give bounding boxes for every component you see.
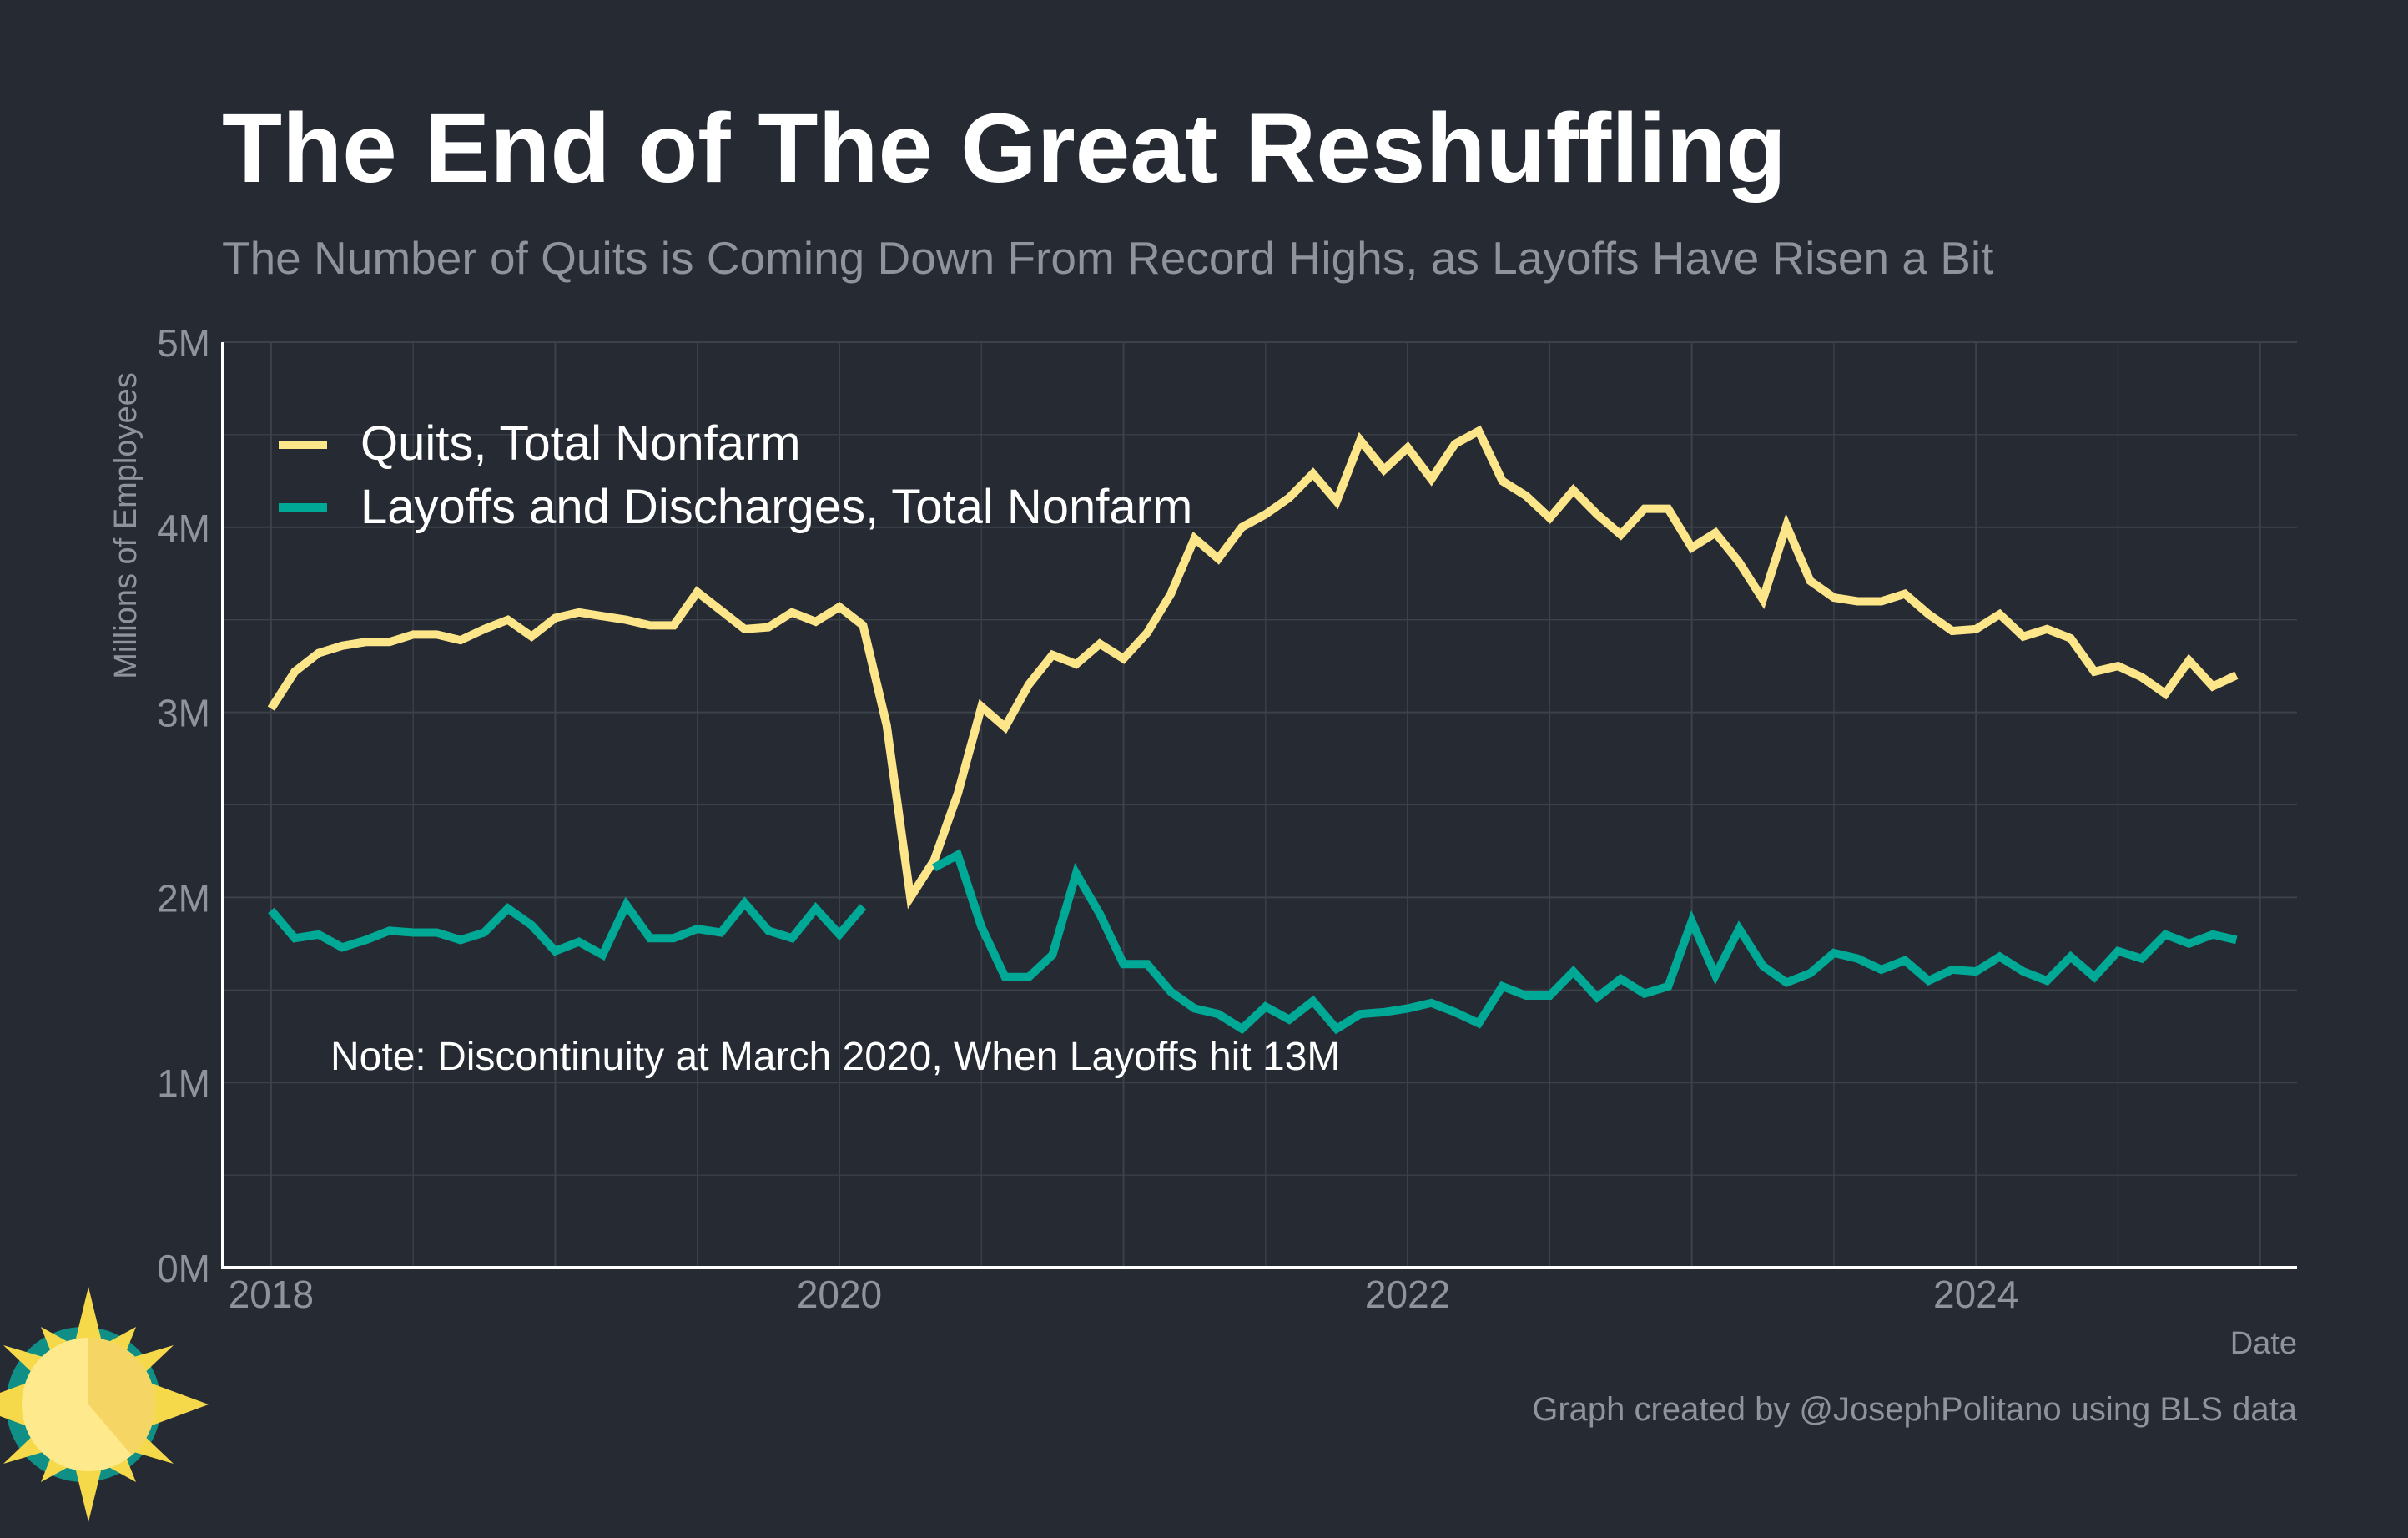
- chart-caption: Graph created by @JosephPolitano using B…: [1532, 1391, 2297, 1428]
- chart-subtitle: The Number of Quits is Coming Down From …: [222, 232, 1993, 284]
- legend: Quits, Total Nonfarm Layoffs and Dischar…: [279, 416, 1192, 534]
- chart-annotation: Note: Discontinuity at March 2020, When …: [330, 1035, 1340, 1079]
- x-tick-labels: 2018 2020 2022 2024: [229, 1273, 2019, 1316]
- grid: [223, 341, 2297, 1268]
- x-tick-label: 2020: [797, 1273, 882, 1316]
- y-tick-label: 5M: [157, 321, 210, 365]
- legend-label-layoffs: Layoffs and Discharges, Total Nonfarm: [360, 480, 1192, 534]
- legend-label-quits: Quits, Total Nonfarm: [360, 416, 801, 471]
- y-axis-label: Millions of Employees: [108, 372, 144, 678]
- x-axis-label: Date: [2230, 1326, 2297, 1361]
- x-tick-label: 2022: [1365, 1273, 1450, 1316]
- y-tick-labels: 0M 1M 2M 3M 4M 5M: [157, 321, 210, 1290]
- y-tick-label: 3M: [157, 692, 210, 735]
- y-tick-label: 4M: [157, 507, 210, 550]
- chart-title: The End of The Great Reshuffling: [222, 93, 1786, 204]
- series-line-layoffs: [268, 849, 2238, 1035]
- y-tick-label: 1M: [157, 1061, 210, 1105]
- y-tick-label: 0M: [157, 1247, 210, 1290]
- series-layer: [267, 425, 2239, 1035]
- x-tick-label: 2024: [1933, 1273, 2018, 1316]
- y-tick-label: 2M: [157, 876, 210, 920]
- x-tick-label: 2018: [229, 1273, 314, 1316]
- sun-logo-icon: [0, 1287, 209, 1522]
- series-line-quits: [267, 425, 2239, 910]
